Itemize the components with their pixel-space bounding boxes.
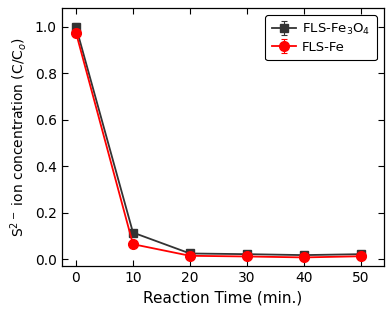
Legend: FLS-Fe$_3$O$_4$, FLS-Fe: FLS-Fe$_3$O$_4$, FLS-Fe (265, 15, 377, 60)
Y-axis label: S$^{2-}$ ion concentration (C/C$_o$): S$^{2-}$ ion concentration (C/C$_o$) (8, 37, 29, 237)
X-axis label: Reaction Time (min.): Reaction Time (min.) (143, 291, 302, 306)
